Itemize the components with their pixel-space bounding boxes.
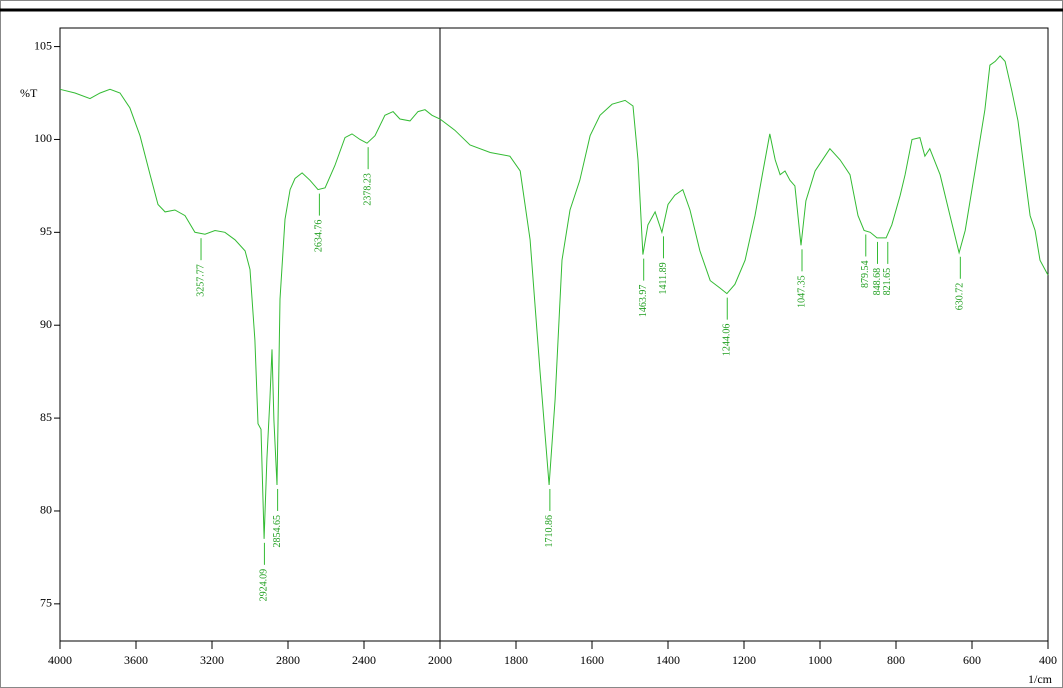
peak-label: 879.54	[860, 260, 871, 288]
page-border	[1, 1, 1063, 688]
y-axis-label: %T	[20, 86, 38, 100]
x-axis-label: 1/cm	[1028, 672, 1053, 686]
x-tick-label: 600	[963, 653, 981, 667]
y-tick-label: 95	[40, 224, 52, 238]
x-tick-label: 2800	[276, 653, 300, 667]
y-tick-label: 105	[34, 38, 52, 52]
x-tick-label: 1600	[580, 653, 604, 667]
x-tick-label: 3200	[200, 653, 224, 667]
peak-label: 1047.35	[796, 275, 807, 308]
y-tick-label: 75	[40, 596, 52, 610]
x-tick-label: 400	[1039, 653, 1057, 667]
x-tick-label: 2000	[428, 653, 452, 667]
x-tick-label: 1000	[808, 653, 832, 667]
x-tick-label: 1400	[656, 653, 680, 667]
peak-label: 2924.09	[259, 569, 270, 602]
y-tick-label: 100	[34, 131, 52, 145]
x-tick-label: 800	[887, 653, 905, 667]
x-tick-label: 2400	[352, 653, 376, 667]
x-tick-label: 4000	[48, 653, 72, 667]
peak-label: 1411.89	[658, 262, 669, 294]
plot-frame	[60, 28, 1048, 641]
peak-label: 1710.86	[544, 515, 555, 548]
peak-label: 1244.06	[722, 324, 733, 357]
page: {"chart_data": {"type": "line", "y_label…	[0, 0, 1063, 688]
y-tick-label: 85	[40, 410, 52, 424]
chart: %T 1/cm 75 80 85 90 95 100 105 4000 3600 3200 2800…	[0, 0, 1063, 688]
peak-label: 1463.97	[638, 285, 649, 318]
x-tick-label: 1800	[504, 653, 528, 667]
spectrum-line	[60, 56, 1048, 539]
peak-label: 2634.76	[314, 220, 325, 253]
x-tick-label: 1200	[732, 653, 756, 667]
y-tick-label: 80	[40, 503, 52, 517]
peak-label: 630.72	[955, 283, 966, 311]
peak-label: 2854.65	[272, 515, 283, 548]
peak-label: 821.65	[882, 268, 893, 296]
y-tick-label: 90	[40, 317, 52, 331]
peak-label: 2378.23	[362, 173, 373, 206]
peak-label: 3257.77	[195, 264, 206, 297]
x-tick-label: 3600	[124, 653, 148, 667]
